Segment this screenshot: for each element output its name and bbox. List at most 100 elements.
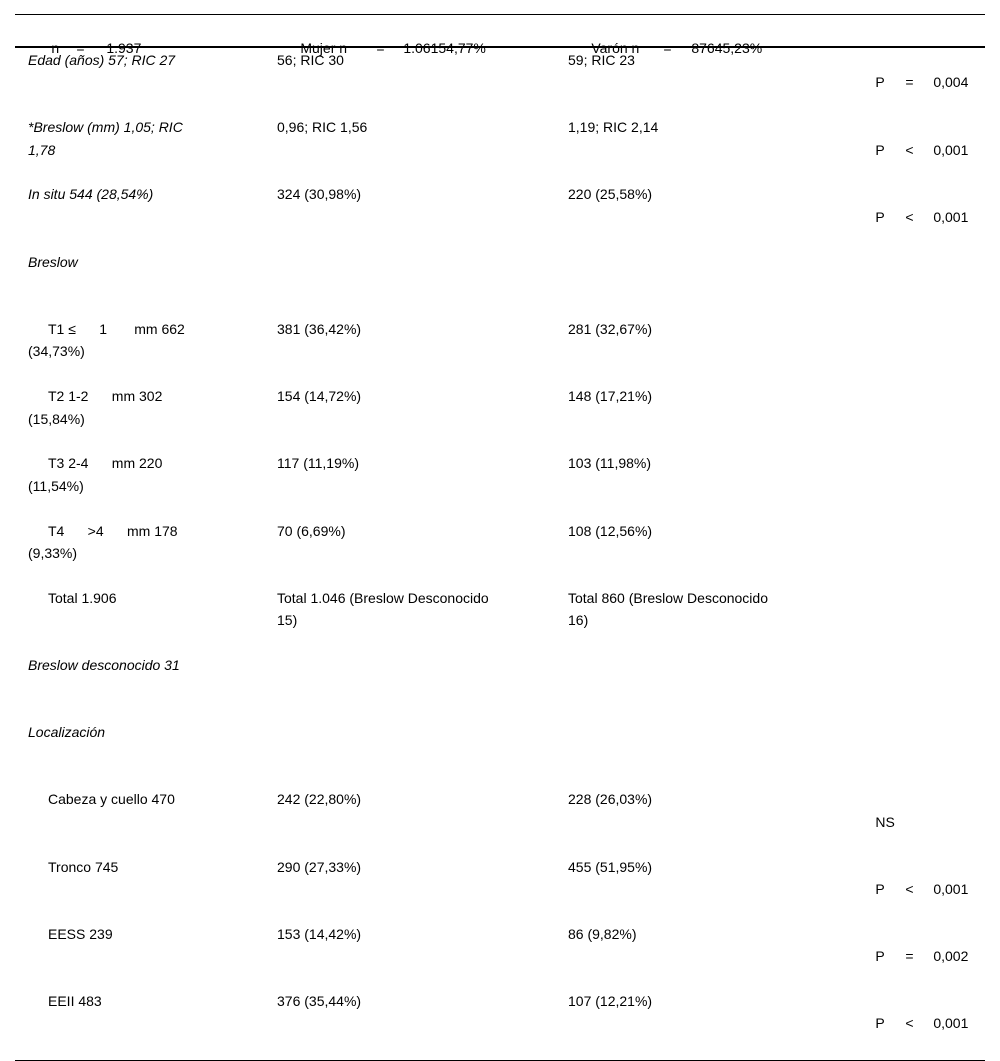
header-varon-value: 87645,23% <box>691 40 763 57</box>
varon-value-cell: 281 (32,67%) <box>568 320 653 337</box>
varon-value-cell: 103 (11,98%) <box>568 455 652 472</box>
p-label: P <box>875 1015 885 1032</box>
table-row: T3 2-4 mm 220 (11,54%) 117 (11,19%) 103 … <box>15 452 985 519</box>
varon-value-cell: 228 (26,03%) <box>568 791 653 808</box>
header-total-value: 1.937 <box>106 40 142 57</box>
p-label: P <box>875 141 885 158</box>
row-label-cell: T2 1-2 mm 302 (15,84%) <box>28 388 163 427</box>
table-row: Tronco 745 290 (27,33%) 455 (51,95%) P <0… <box>15 856 985 923</box>
p-operator: = <box>905 74 914 91</box>
pvalue-cell <box>852 385 985 452</box>
mujer-value-cell: 154 (14,72%) <box>277 388 362 405</box>
row-label-cell: Tronco 745 <box>48 858 119 875</box>
mujer-value-cell: 153 (14,42%) <box>277 925 362 942</box>
table-row: EEII 483 376 (35,44%) 107 (12,21%) P <0,0… <box>15 990 985 1057</box>
mujer-value-cell: 290 (27,33%) <box>277 858 362 875</box>
mujer-value-cell <box>277 721 568 788</box>
p-value: 0,002 <box>933 948 969 965</box>
table-row: EESS 239 153 (14,42%) 86 (9,82%) P = 0,002 <box>15 923 985 990</box>
row-label-cell: Cabeza y cuello 470 <box>48 791 175 808</box>
row-label-cell: Total 1.906 <box>48 589 117 606</box>
mujer-value-cell: 70 (6,69%) <box>277 522 346 539</box>
table-row: Breslow desconocido 31 <box>15 654 985 721</box>
pvalue-cell: P <0,001 <box>852 856 985 923</box>
pvalue-cell: NS <box>852 788 985 855</box>
varon-value-cell: 108 (12,56%) <box>568 522 653 539</box>
table-row: T1 ≤ 1 mm 662 (34,73%) 381 (36,42%) 281 … <box>15 318 985 385</box>
header-mujer-label: Mujer n <box>300 40 348 57</box>
pvalue-cell <box>852 251 985 318</box>
table-row: Localización <box>15 721 985 788</box>
table-row: T2 1-2 mm 302 (15,84%) 154 (14,72%) 148 … <box>15 385 985 452</box>
table-row: In situ 544 (28,54%) 324 (30,98%) 220 (2… <box>15 183 985 250</box>
table-body: Edad (años) 57; RIC 27 56; RIC 30 59; RI… <box>15 48 985 1060</box>
header-cell-total: n = 1.937 <box>28 15 277 82</box>
row-label-cell: T1 ≤ 1 mm 662 (34,73%) <box>28 320 185 360</box>
pvalue-cell: P = 0,002 <box>852 923 985 990</box>
varon-value-cell: 220 (25,58%) <box>568 186 653 203</box>
varon-value-cell: 148 (17,21%) <box>568 388 653 405</box>
table-row: Cabeza y cuello 470 242 (22,80%) 228 (26… <box>15 788 985 855</box>
pvalue-cell <box>852 587 985 654</box>
table-row: Total 1.906 Total 1.046 (Breslow Descono… <box>15 587 985 654</box>
mujer-value-cell <box>277 654 568 721</box>
header-cell-varon: Varón n = 87645,23% <box>568 15 852 82</box>
mujer-value-cell: 117 (11,19%) <box>277 455 359 472</box>
varon-value-cell: 107 (12,21%) <box>568 993 653 1010</box>
p-value: 0,004 <box>933 74 969 91</box>
p-label: P <box>875 74 885 91</box>
varon-value-cell <box>568 721 852 788</box>
p-operator: = <box>905 948 914 965</box>
table-row: Edad (años) 57; RIC 27 56; RIC 30 59; RI… <box>15 49 985 116</box>
row-label-cell: EEII 483 <box>48 993 102 1010</box>
mujer-value-cell: 242 (22,80%) <box>277 791 362 808</box>
pvalue-cell <box>852 654 985 721</box>
table-row: *Breslow (mm) 1,05; RIC 1,78 0,96; RIC 1… <box>15 116 985 183</box>
p-label: P <box>875 208 885 225</box>
row-label-cell: T4 >4 mm 178 (9,33%) <box>28 522 178 561</box>
p-label: NS <box>875 813 895 830</box>
pvalue-cell: P = 0,004 <box>852 49 985 116</box>
table-row: Breslow <box>15 251 985 318</box>
mujer-value-cell: 376 (35,44%) <box>277 993 362 1010</box>
mujer-value-cell <box>277 251 568 318</box>
row-label-cell: Edad (años) 57; RIC 27 <box>28 52 176 68</box>
header-total-operator: = <box>76 40 85 57</box>
mujer-value-cell: Total 1.046 (Breslow Desconocido 15) <box>277 589 489 629</box>
varon-value-cell: 455 (51,95%) <box>568 858 653 875</box>
row-label-cell: T3 2-4 mm 220 (11,54%) <box>28 455 163 494</box>
pvalue-cell <box>852 721 985 788</box>
row-label-cell: EESS 239 <box>48 925 113 942</box>
row-label-cell: Breslow <box>28 253 78 270</box>
pvalue-cell <box>852 318 985 385</box>
p-operator: < <box>905 881 914 898</box>
varon-value-cell: 59; RIC 23 <box>568 52 635 68</box>
varon-value-cell: Total 860 (Breslow Desconocido 16) <box>568 589 768 629</box>
row-label-cell: *Breslow (mm) 1,05; RIC 1,78 <box>28 119 183 158</box>
header-total-label: n <box>51 40 60 57</box>
varon-value-cell: 86 (9,82%) <box>568 925 637 942</box>
statistics-table: n = 1.937 Mujer n = 1.06154,77% Varón n = 8764… <box>15 14 985 1061</box>
table-row: T4 >4 mm 178 (9,33%) 70 (6,69%) 108 (12,… <box>15 520 985 587</box>
p-value: 0,001 <box>933 208 969 225</box>
header-cell-mujer: Mujer n = 1.06154,77% <box>277 15 568 82</box>
varon-value-cell <box>568 251 852 318</box>
pvalue-cell: P <0,001 <box>852 116 985 183</box>
mujer-value-cell: 56; RIC 30 <box>277 52 344 68</box>
mujer-value-cell: 0,96; RIC 1,56 <box>277 119 368 136</box>
p-operator: < <box>905 208 914 225</box>
pvalue-cell <box>852 520 985 587</box>
mujer-value-cell: 381 (36,42%) <box>277 320 362 337</box>
varon-value-cell: 1,19; RIC 2,14 <box>568 119 659 136</box>
header-varon-operator: = <box>663 40 672 57</box>
header-mujer-operator: = <box>376 40 385 57</box>
p-operator: < <box>905 141 914 158</box>
pvalue-cell: P <0,001 <box>852 990 985 1057</box>
varon-value-cell <box>568 654 852 721</box>
p-value: 0,001 <box>933 141 969 158</box>
p-value: 0,001 <box>933 881 969 898</box>
row-label-cell: Localización <box>28 724 106 741</box>
mujer-value-cell: 324 (30,98%) <box>277 186 362 203</box>
row-label-cell: In situ 544 (28,54%) <box>28 186 154 203</box>
p-operator: < <box>905 1015 914 1032</box>
